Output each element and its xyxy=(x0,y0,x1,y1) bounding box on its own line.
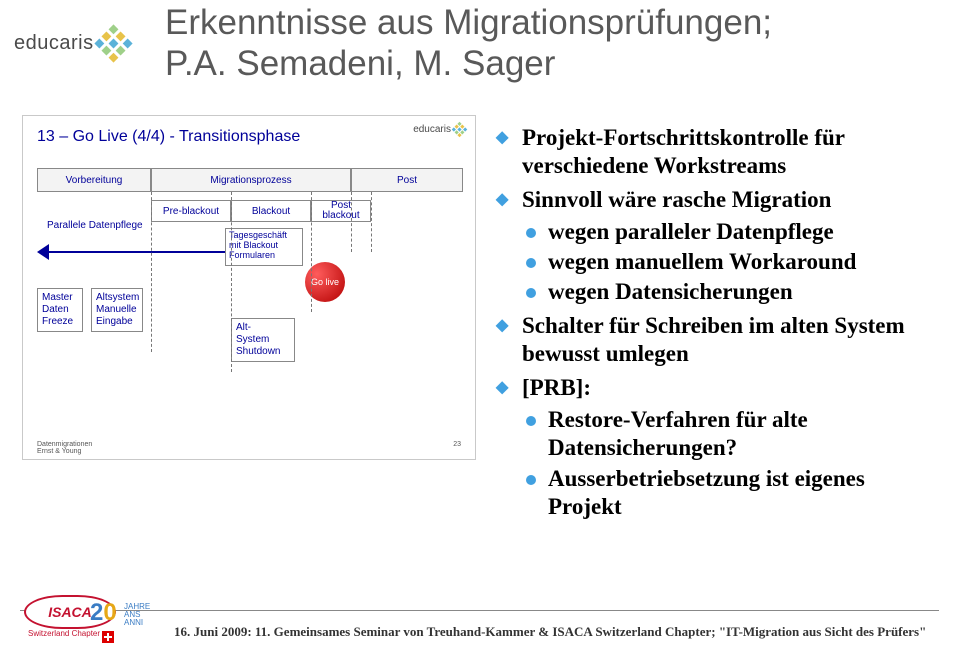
tagesgeschaeft-box: Tagesgeschäft mit Blackout Formularen xyxy=(225,228,303,266)
bullet-item: [PRB]: Restore-Verfahren für alte Datensi… xyxy=(496,374,938,520)
dashline xyxy=(351,192,352,252)
bullet-text: Schalter für Schreiben im alten System b… xyxy=(522,313,905,366)
bullet-text: Projekt-Fortschrittskontrolle für versch… xyxy=(522,125,845,178)
educaris-dots-icon xyxy=(94,24,132,62)
embedded-slide: educaris 13 – Go Live (4/4) - Transition… xyxy=(22,115,476,460)
bullet-item: Projekt-Fortschrittskontrolle für versch… xyxy=(496,124,938,180)
arrow-line xyxy=(49,251,245,253)
embedded-foot-right: 23 xyxy=(453,441,461,455)
embedded-dots-icon xyxy=(452,122,468,138)
embedded-foot-left: DatenmigrationenErnst & Young xyxy=(37,441,92,455)
isaca-logo: ISACA 20 JAHREANSANNI Switzerland Chapte… xyxy=(24,595,144,651)
dashline xyxy=(311,192,312,312)
altsystem-shutdown-box: Alt-SystemShutdown xyxy=(231,318,295,362)
transition-chart: Vorbereitung Migrationsprozess Post Pre-… xyxy=(37,168,463,398)
page-title: Erkenntnisse aus Migrationsprüfungen;P.A… xyxy=(165,2,772,85)
sub-bullet-item: wegen manuellem Workaround xyxy=(522,248,938,276)
altsystem-eingabe-box: AltsystemManuelleEingabe xyxy=(91,288,143,332)
sub-bullet-item: Ausserbetriebsetzung ist eigenes Projekt xyxy=(522,465,938,521)
sub-post-blackout: Post blackout xyxy=(311,200,371,222)
bullet-item: Sinnvoll wäre rasche Migration wegen para… xyxy=(496,186,938,306)
swiss-flag-icon xyxy=(102,631,114,643)
phase-vorbereitung: Vorbereitung xyxy=(37,168,151,192)
phase-post: Post xyxy=(351,168,463,192)
isaca-jahre: JAHREANSANNI xyxy=(124,603,150,627)
sub-blackout: Blackout xyxy=(231,200,311,222)
isaca-chapter: Switzerland Chapter xyxy=(28,629,100,638)
sub-bullet-item: Restore-Verfahren für alte Datensicherun… xyxy=(522,406,938,462)
bullet-text: Sinnvoll wäre rasche Migration xyxy=(522,187,831,212)
isaca-20-icon: 20 xyxy=(90,599,117,627)
dashline xyxy=(231,192,232,372)
master-daten-freeze-box: MasterDatenFreeze xyxy=(37,288,83,332)
embedded-footer: DatenmigrationenErnst & Young 23 xyxy=(37,441,461,455)
bullet-list: Projekt-Fortschrittskontrolle für versch… xyxy=(496,124,938,527)
dashline xyxy=(151,192,152,352)
educaris-word: educaris xyxy=(14,32,94,55)
embedded-title: 13 – Go Live (4/4) - Transitionsphase xyxy=(37,128,300,146)
educaris-logo: educaris xyxy=(14,30,127,57)
parallel-data-arrow: Parallele Datenpflege xyxy=(37,238,257,266)
phase-migrationsprozess: Migrationsprozess xyxy=(151,168,351,192)
embedded-educaris-logo: educaris xyxy=(413,124,465,135)
dashline xyxy=(371,192,372,252)
footer-text: 16. Juni 2009: 11. Gemeinsames Seminar v… xyxy=(174,624,926,640)
bullet-text: [PRB]: xyxy=(522,375,591,400)
sub-bullet-item: wegen Datensicherungen xyxy=(522,278,938,306)
bullet-item: Schalter für Schreiben im alten System b… xyxy=(496,312,938,368)
sub-bullet-item: wegen paralleler Datenpflege xyxy=(522,218,938,246)
parallel-data-label: Parallele Datenpflege xyxy=(47,220,143,231)
sub-pre-blackout: Pre-blackout xyxy=(151,200,231,222)
footer-divider xyxy=(20,610,939,611)
embedded-educaris-word: educaris xyxy=(413,124,451,135)
